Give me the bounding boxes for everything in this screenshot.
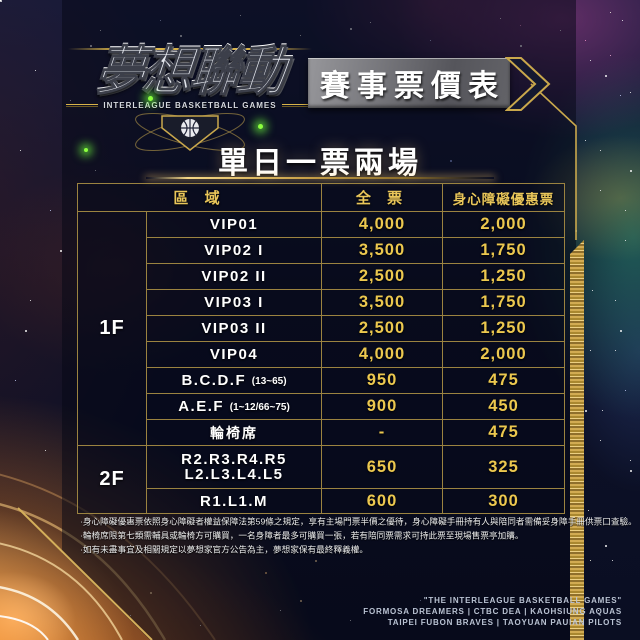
area-cell: VIP01 (145, 211, 323, 238)
bullet-icon: · (80, 516, 83, 527)
area-cell: VIP03 II (145, 315, 323, 342)
banner-title: 賽事票價表 (320, 70, 505, 103)
area-cell: A.E.F (1~12/66~75) (145, 393, 323, 420)
area-cell: 輪椅席 (145, 419, 323, 446)
table-row: VIP03 II 2,500 1,250 (78, 315, 566, 342)
credits-line: FORMOSA DREAMERS | CTBC DEA | KAOHSIUNG … (363, 607, 622, 616)
table-row: VIP02 I 3,500 1,750 (78, 237, 566, 264)
area-label: R2.R3.R4.R5 (181, 451, 287, 468)
discount-price-cell: 475 (442, 367, 566, 394)
discount-price-cell: 2,000 (442, 211, 566, 238)
price-table: 區 域 全 票 身心障礙優惠票 1F VIP01 4,000 2,000 VIP… (76, 183, 566, 514)
price-table-banner: 賽事票價表 (308, 58, 510, 108)
table-row: A.E.F (1~12/66~75) 900 450 (78, 393, 566, 420)
page-title: 單日一票兩場 (218, 147, 422, 180)
col-header-area: 區 域 (76, 183, 323, 212)
table-row: B.C.D.F (13~65) 950 475 (78, 367, 566, 394)
area-cell: VIP02 I (145, 237, 323, 264)
full-price-cell: 600 (321, 488, 444, 514)
full-price-cell: 2,500 (321, 315, 444, 342)
logo-accent-line (68, 48, 312, 50)
discount-price-cell: 1,750 (442, 289, 566, 316)
table-row: 2F R2.R3.R4.R5 L2.L3.L4.L5 650 325 (77, 445, 566, 514)
discount-price-cell: 1,750 (442, 237, 566, 264)
bullet-icon: · (80, 544, 83, 555)
league-logo: 夢想聯動 INTERLEAGUE BASKETBALL GAMES (62, 40, 318, 152)
discount-price-cell: 2,000 (442, 341, 566, 368)
logo-rule-left (66, 104, 99, 107)
area-cell: R1.L1.M (145, 488, 323, 514)
table-row: VIP04 4,000 2,000 (78, 341, 566, 368)
area-label: L2.L3.L4.L5 (184, 466, 284, 483)
discount-price-cell: 450 (442, 393, 566, 420)
discount-price-cell: 475 (442, 419, 566, 446)
footnote-text: 輪椅席限第七類需輔具或輪椅方可購買，一名身障者最多可購買一張，若有陪同票需求可持… (82, 530, 524, 541)
floor-label-1f: 1F (77, 211, 147, 446)
area-cell: B.C.D.F (13~65) (145, 367, 323, 394)
logo-subtitle: INTERLEAGUE BASKETBALL GAMES (103, 101, 277, 110)
area-cell: R2.R3.R4.R5 L2.L3.L4.L5 (145, 445, 323, 489)
area-cell: VIP04 (145, 341, 323, 368)
basketball-icon (181, 119, 199, 137)
full-price-cell: 900 (321, 393, 444, 420)
table-row: 1F VIP01 4,000 2,000 (77, 211, 566, 446)
seat-range-note: (1~12/66~75) (229, 402, 290, 413)
footnotes: ·身心障礙優惠票依照身心障礙者權益保障法第59條之規定，享有主場門票半價之優待，… (80, 515, 637, 557)
area-cell: VIP02 II (145, 263, 323, 290)
full-price-cell: 2,500 (321, 263, 444, 290)
chevron-right-icon (505, 57, 551, 111)
col-header-discount: 身心障礙優惠票 (442, 183, 566, 212)
logo-subtitle-banner: INTERLEAGUE BASKETBALL GAMES (62, 101, 318, 110)
full-price-cell: - (321, 419, 444, 446)
title-underline (146, 177, 494, 179)
starfield-bright (0, 0, 2, 2)
table-row: VIP02 II 2,500 1,250 (78, 263, 566, 290)
full-price-cell: 650 (321, 445, 444, 489)
green-spark-icon (84, 148, 88, 152)
gold-glitter-bar (570, 240, 584, 640)
area-label: B.C.D.F (181, 372, 247, 389)
full-price-cell: 4,000 (321, 211, 444, 238)
footnote-text: 身心障礙優惠票依照身心障礙者權益保障法第59條之規定，享有主場門票半價之優待，身… (82, 516, 637, 527)
table-row: 輪椅席 - 475 (78, 419, 566, 446)
starfield-edge (0, 0, 1, 1)
floor-label-2f: 2F (77, 445, 147, 514)
credits-line: "THE INTERLEAGUE BASKETBALL GAMES" (423, 596, 622, 605)
full-price-cell: 3,500 (321, 237, 444, 264)
logo-rule-right (281, 104, 315, 107)
league-credits: "THE INTERLEAGUE BASKETBALL GAMES" FORMO… (363, 595, 622, 628)
table-row: R1.L1.M 600 300 (78, 488, 566, 514)
area-label: A.E.F (178, 398, 225, 415)
credits-line: TAIPEI FUBON BRAVES | TAOYUAN PAUIAN PIL… (387, 618, 622, 627)
logo-title: 夢想聯動 (92, 42, 288, 102)
full-price-cell: 3,500 (321, 289, 444, 316)
col-header-full: 全 票 (321, 183, 444, 212)
area-cell: VIP03 I (145, 289, 323, 316)
table-row: VIP03 I 3,500 1,750 (78, 289, 566, 316)
discount-price-cell: 325 (442, 445, 566, 489)
bullet-icon: · (80, 530, 83, 541)
footnote-line: ·身心障礙優惠票依照身心障礙者權益保障法第59條之規定，享有主場門票半價之優待，… (80, 515, 637, 528)
green-spark-icon (148, 96, 153, 101)
footnote-text: 如有未盡事宜及相關規定以夢想家官方公告為主，夢想家保有最終釋義權。 (82, 544, 369, 555)
footnote-line: ·輪椅席限第七類需輔具或輪椅方可購買，一名身障者最多可購買一張，若有陪同票需求可… (80, 529, 539, 542)
seat-range-note: (13~65) (251, 376, 287, 387)
discount-price-cell: 1,250 (442, 263, 566, 290)
discount-price-cell: 300 (442, 488, 566, 514)
full-price-cell: 950 (321, 367, 444, 394)
full-price-cell: 4,000 (321, 341, 444, 368)
green-spark-icon (258, 124, 263, 129)
footnote-line: ·如有未盡事宜及相關規定以夢想家官方公告為主，夢想家保有最終釋義權。 (80, 543, 539, 556)
basketball-emblem (135, 112, 245, 152)
discount-price-cell: 1,250 (442, 315, 566, 342)
table-header-row: 區 域 全 票 身心障礙優惠票 (76, 183, 566, 212)
